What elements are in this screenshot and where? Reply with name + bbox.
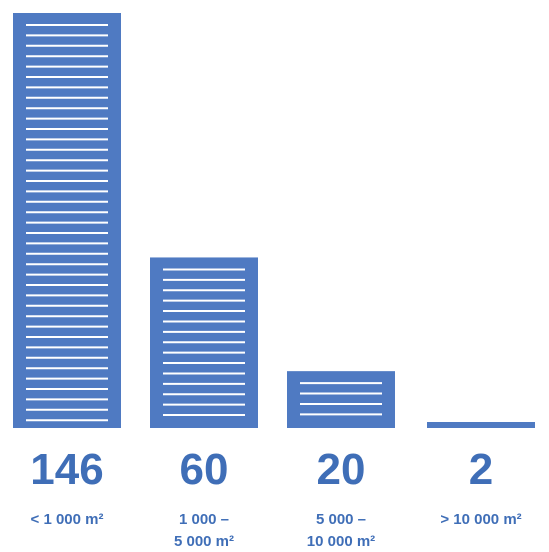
category-label-line: 1 000 – [179,511,229,528]
category-label-line: 10 000 m² [307,533,375,550]
value-label-2: 20 [317,445,366,494]
category-label-line: < 1 000 m² [31,511,104,528]
value-label-1: 60 [180,445,229,494]
category-label-0: < 1 000 m² [31,511,104,528]
category-label-line: > 10 000 m² [440,511,521,528]
bars-group [13,13,535,428]
value-label-0: 146 [30,445,103,494]
bar-0 [13,13,121,428]
category-label-3: > 10 000 m² [440,511,521,528]
category-label-line: 5 000 – [316,511,366,528]
value-label-3: 2 [469,445,493,494]
category-label-2: 5 000 – 10 000 m² [307,511,375,550]
category-label-1: 1 000 – 5 000 m² [174,511,234,550]
category-label-line: 5 000 m² [174,533,234,550]
bar-3 [427,422,535,428]
bar-2 [287,371,395,428]
category-labels-group: < 1 000 m² 1 000 – 5 000 m² 5 000 – 10 000 m… [31,511,522,550]
value-labels-group: 146 60 20 2 [30,445,493,494]
